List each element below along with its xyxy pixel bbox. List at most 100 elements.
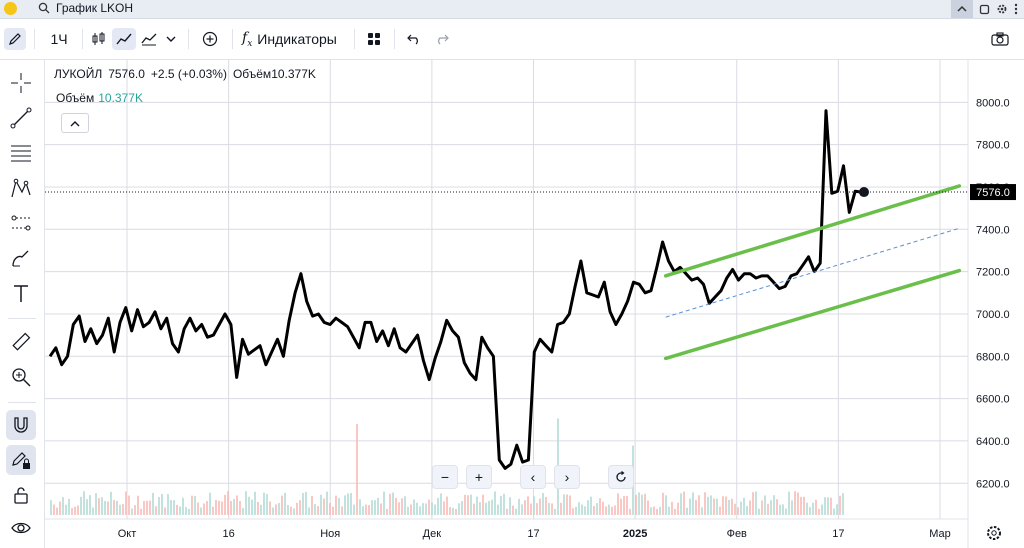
volume-bar bbox=[596, 503, 598, 515]
pattern-icon[interactable] bbox=[6, 173, 36, 203]
chevron-up-icon[interactable] bbox=[951, 0, 973, 18]
volume-bar bbox=[197, 502, 199, 515]
settings-small-icon[interactable] bbox=[996, 3, 1008, 15]
volume-bar bbox=[419, 506, 421, 515]
settings-icon[interactable] bbox=[987, 526, 1001, 540]
volume-bar bbox=[566, 494, 568, 515]
volume-legend-label: Объём bbox=[56, 91, 95, 105]
volume-bar bbox=[254, 491, 256, 515]
redo-icon[interactable] bbox=[430, 28, 454, 50]
volume-bar bbox=[65, 504, 67, 515]
volume-bar bbox=[653, 506, 655, 515]
interval-button[interactable]: 1Ч bbox=[50, 31, 68, 47]
ruler-icon[interactable] bbox=[6, 327, 36, 357]
more-icon[interactable] bbox=[1014, 3, 1018, 15]
volume-bar bbox=[728, 499, 730, 515]
eye-icon[interactable] bbox=[6, 513, 36, 543]
indicators-button[interactable]: fx Индикаторы bbox=[242, 28, 346, 50]
forecast-icon[interactable] bbox=[6, 208, 36, 238]
volume-bar bbox=[794, 491, 796, 515]
volume-bar bbox=[146, 500, 148, 515]
indicators-label: Индикаторы bbox=[257, 31, 337, 47]
volume-bar bbox=[416, 502, 418, 515]
volume-bar bbox=[170, 500, 172, 515]
scroll-left-button[interactable]: ‹ bbox=[520, 465, 546, 489]
fib-icon[interactable] bbox=[6, 138, 36, 168]
volume-bar bbox=[152, 492, 154, 515]
zoom-out-button[interactable]: − bbox=[432, 465, 458, 489]
reset-chart-button[interactable] bbox=[608, 465, 634, 489]
volume-bar bbox=[611, 506, 613, 515]
price-chart[interactable]: 6200.0 6400.0 6600.0 6800.0 7000.0 7200.0 7400… bbox=[45, 60, 1024, 548]
volume-value: 10.377K bbox=[271, 67, 316, 81]
volume-bar bbox=[353, 504, 355, 515]
volume-bar bbox=[53, 504, 55, 515]
volume-bar bbox=[332, 506, 334, 515]
volume-bar bbox=[671, 501, 673, 515]
volume-bar bbox=[359, 499, 361, 515]
trendline-icon[interactable] bbox=[6, 103, 36, 133]
volume-bar bbox=[548, 502, 550, 515]
restore-icon[interactable] bbox=[979, 4, 990, 15]
volume-bar bbox=[107, 501, 109, 515]
volume-bar bbox=[713, 498, 715, 515]
volume-bar bbox=[716, 498, 718, 515]
scroll-right-button[interactable]: › bbox=[554, 465, 580, 489]
chart-navigation: − + ‹ › bbox=[432, 465, 634, 489]
chevron-down-icon[interactable] bbox=[162, 28, 180, 50]
lock-drawing-icon[interactable] bbox=[6, 445, 36, 475]
volume-bar bbox=[203, 503, 205, 515]
candles-icon[interactable] bbox=[88, 28, 110, 50]
x-tick-label: Ноя bbox=[320, 528, 340, 540]
price-line bbox=[48, 109, 862, 470]
undo-icon[interactable] bbox=[402, 28, 426, 50]
volume-bar bbox=[797, 492, 799, 515]
brush-icon[interactable] bbox=[6, 243, 36, 273]
volume-bar bbox=[347, 493, 349, 515]
plus-circle-icon[interactable] bbox=[198, 28, 222, 50]
pencil-icon[interactable] bbox=[4, 28, 26, 50]
y-tick-label: 8000.0 bbox=[976, 97, 1010, 109]
window-dot[interactable] bbox=[4, 2, 17, 15]
volume-bar bbox=[689, 498, 691, 515]
volume-bar bbox=[572, 508, 574, 515]
volume-bar bbox=[173, 500, 175, 515]
volume-bar bbox=[302, 493, 304, 515]
volume-bar bbox=[410, 504, 412, 515]
grid-icon[interactable] bbox=[362, 28, 386, 50]
volume-bar bbox=[260, 504, 262, 515]
volume-bar bbox=[569, 495, 571, 515]
volume-bar bbox=[143, 501, 145, 515]
volume-bar bbox=[782, 504, 784, 515]
line-chart-icon[interactable] bbox=[112, 28, 136, 50]
volume-bar bbox=[503, 493, 505, 515]
symbol-search[interactable]: График LKOH bbox=[38, 0, 133, 16]
y-tick-label: 7800.0 bbox=[976, 140, 1010, 152]
symbol-name: ЛУКОЙЛ bbox=[54, 67, 103, 81]
volume-bar bbox=[842, 493, 844, 515]
area-chart-icon[interactable] bbox=[138, 28, 160, 50]
lock-icon[interactable] bbox=[6, 480, 36, 510]
volume-bar bbox=[656, 508, 658, 515]
volume-bar bbox=[734, 503, 736, 515]
collapse-legend-button[interactable] bbox=[61, 113, 89, 133]
camera-icon[interactable] bbox=[988, 28, 1012, 50]
channel-upper-line[interactable] bbox=[663, 184, 962, 278]
symbol-change: +2.5 (+0.03%) bbox=[150, 67, 227, 81]
volume-bar bbox=[422, 503, 424, 515]
x-tick-label: Фев bbox=[727, 528, 747, 540]
channel-lower-line[interactable] bbox=[663, 268, 962, 361]
magnet-icon[interactable] bbox=[6, 410, 36, 440]
crosshair-icon[interactable] bbox=[6, 68, 36, 98]
text-tool-icon[interactable] bbox=[6, 278, 36, 308]
x-tick-label: Мар bbox=[929, 528, 951, 540]
volume-bar bbox=[212, 506, 214, 515]
volume-bar bbox=[155, 506, 157, 515]
volume-bar bbox=[830, 497, 832, 515]
volume-bar bbox=[521, 504, 523, 515]
volume-bar bbox=[374, 500, 376, 515]
symbol-volume: Объём10.377K bbox=[233, 67, 316, 81]
zoom-icon[interactable] bbox=[6, 362, 36, 392]
volume-bar bbox=[257, 501, 259, 515]
zoom-in-button[interactable]: + bbox=[466, 465, 492, 489]
